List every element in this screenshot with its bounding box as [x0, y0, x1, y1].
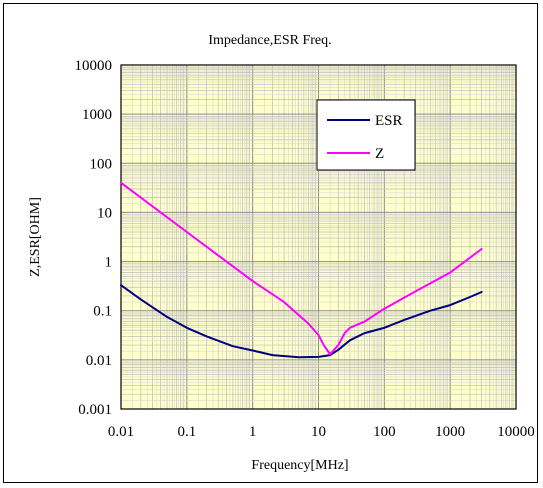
legend-box: [316, 99, 416, 171]
chart-frame: Impedance,ESR Freq. 0.01 0.1 1 10 100 1000 100…: [3, 3, 538, 483]
y-tick-label: 1000: [82, 107, 112, 123]
x-tick-label: 0.1: [177, 424, 196, 440]
legend-label-z: Z: [375, 146, 384, 162]
y-axis-ticks: 0.001 0.01 0.1 1 10 100 1000 10000: [75, 58, 113, 418]
x-tick-label: 0.01: [108, 424, 134, 440]
y-tick-label: 0.01: [86, 353, 112, 369]
y-tick-label: 0.1: [93, 304, 112, 320]
x-tick-label: 1: [249, 424, 257, 440]
series-line-esr: [120, 284, 483, 359]
y-tick-label: 100: [90, 156, 113, 172]
series-lines: [120, 181, 483, 359]
chart: Impedance,ESR Freq. 0.01 0.1 1 10 100 1000 100…: [28, 33, 535, 473]
y-tick-label: 0.001: [78, 402, 112, 418]
plot-border: [120, 64, 517, 410]
legend-label-esr: ESR: [375, 113, 403, 129]
chart-title: Impedance,ESR Freq.: [208, 33, 331, 48]
series-line-z: [120, 181, 483, 356]
x-axis-ticks: 0.01 0.1 1 10 100 1000 10000: [108, 424, 535, 440]
grid-lines: [120, 65, 516, 410]
legend: ESR Z: [316, 99, 416, 171]
x-tick-label: 100: [373, 424, 396, 440]
y-axis-label: Z,ESR[OHM]: [28, 197, 43, 277]
x-tick-label: 1000: [435, 424, 465, 440]
y-tick-label: 10000: [75, 58, 113, 74]
y-tick-label: 10: [97, 205, 112, 221]
y-tick-label: 1: [105, 255, 113, 271]
x-tick-label: 10000: [497, 424, 535, 440]
x-axis-label: Frequency[MHz]: [251, 458, 348, 473]
x-tick-label: 10: [311, 424, 326, 440]
